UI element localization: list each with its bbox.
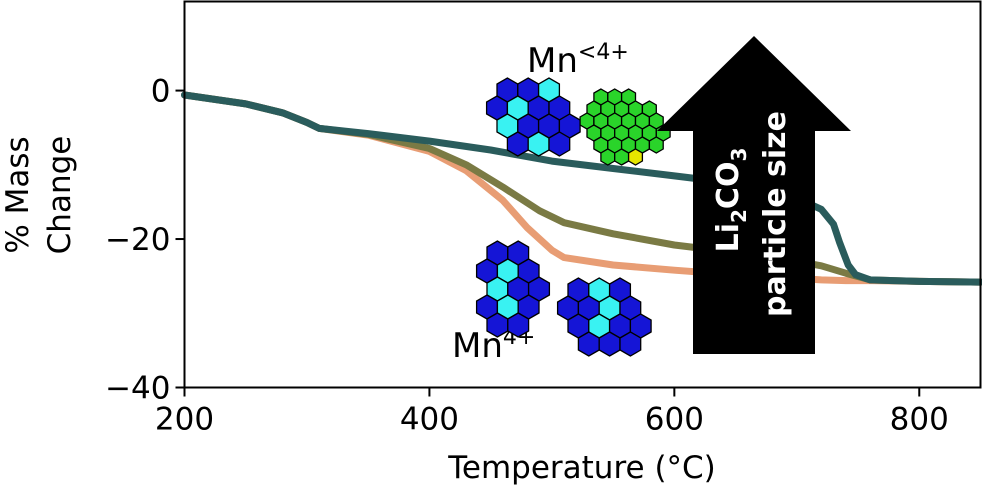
- x-tick-label: 800: [890, 402, 949, 438]
- plot-frame: [183, 0, 982, 389]
- mn-low-label: Mn<4+: [527, 40, 629, 81]
- mn-low-cluster-blue-icon: [485, 77, 581, 157]
- mn-low-cluster-green-icon: [579, 88, 671, 166]
- x-tick-label: 600: [645, 402, 704, 438]
- hex-cell: [627, 148, 644, 166]
- hex-cell: [486, 312, 509, 338]
- y-tick-label: 0: [151, 74, 171, 110]
- y-axis-title-line1: % Mass: [0, 136, 36, 253]
- mn-high-cluster-right-icon: [556, 277, 652, 357]
- y-tick-label: −40: [105, 371, 170, 407]
- hex-cell: [507, 312, 530, 338]
- up-arrow-icon: [657, 36, 851, 354]
- arrow-label-line2: particle size: [758, 111, 793, 317]
- hex-cell: [648, 136, 664, 154]
- series-line-3: [181, 91, 982, 286]
- mn-high-cluster-left-icon: [475, 240, 551, 338]
- hex-cell: [598, 331, 621, 357]
- x-tick-label: 200: [155, 402, 214, 438]
- hex-cell: [527, 131, 550, 157]
- hex-clusters: [475, 77, 671, 357]
- x-axis-title: Temperature (°C): [447, 450, 716, 486]
- y-axis-title-line2: Change: [42, 136, 78, 255]
- mn-high-label: Mn4+: [452, 325, 535, 366]
- hex-cell: [577, 331, 600, 357]
- arrow-label-line1: Li2CO3: [711, 148, 751, 253]
- series-lines: [181, 91, 982, 286]
- hex-cell: [600, 148, 616, 166]
- hex-cell: [548, 131, 571, 157]
- hex-cell: [619, 331, 642, 357]
- x-tick-label: 400: [400, 402, 459, 438]
- axis-ticks: 200 400 600 800 0 −20 −40: [105, 74, 949, 438]
- hex-cell: [614, 148, 630, 166]
- hex-cell: [506, 131, 529, 157]
- y-tick-label: −20: [105, 222, 170, 258]
